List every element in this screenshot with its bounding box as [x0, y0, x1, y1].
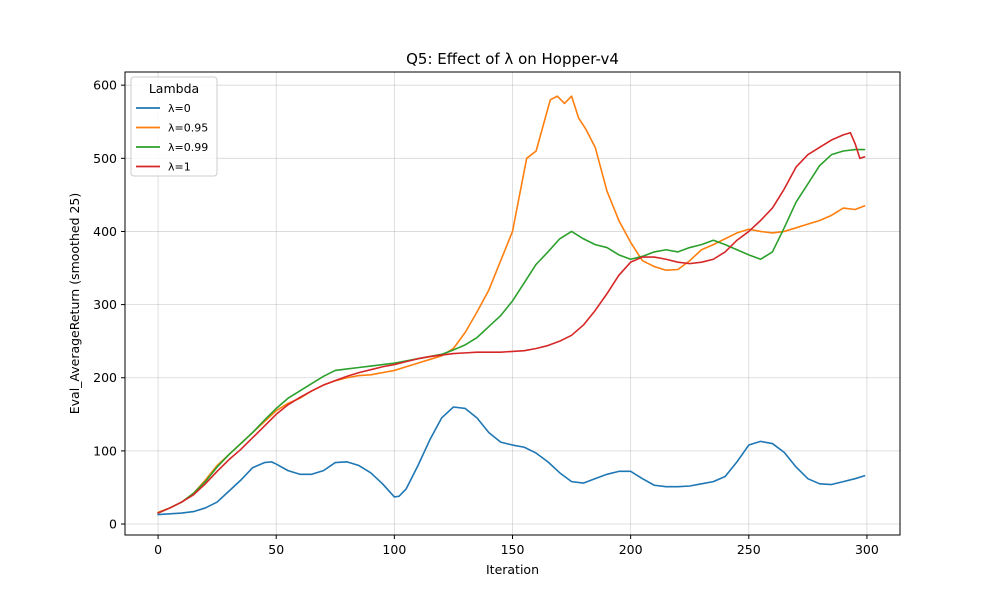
series-line-1 — [157, 95, 866, 514]
legend-title: Lambda — [149, 81, 199, 96]
y-tick-label: 600 — [93, 78, 117, 93]
x-tick-label: 100 — [382, 542, 406, 557]
y-tick-label: 500 — [93, 151, 117, 166]
legend-entries: λ=0 λ=0.95 λ=0.99 λ=1 — [136, 102, 208, 174]
legend-box — [130, 76, 218, 177]
y-tick-label: 0 — [109, 517, 117, 532]
ticks: 0 50 100 150 200 250 300 0 100 200 300 400 500 600 — [93, 78, 879, 557]
x-tick-label: 50 — [268, 542, 284, 557]
x-tick-label: 150 — [501, 542, 525, 557]
series-lines — [157, 95, 866, 516]
x-tick-label: 0 — [154, 542, 162, 557]
legend: Lambda λ=0 λ=0.95 λ=0.99 λ=1 — [130, 76, 218, 177]
x-axis-label: Iteration — [486, 562, 539, 577]
legend-label-1: λ=0.95 — [168, 122, 208, 135]
y-tick-label: 400 — [93, 224, 117, 239]
y-tick-label: 100 — [93, 443, 117, 458]
grid — [125, 72, 900, 535]
legend-label-2: λ=0.99 — [168, 141, 208, 154]
series-line-3 — [157, 131, 866, 514]
x-tick-label: 300 — [855, 542, 879, 557]
y-tick-label: 300 — [93, 297, 117, 312]
chart-title: Q5: Effect of λ on Hopper-v4 — [406, 50, 619, 68]
y-axis-label: Eval_AverageReturn (smoothed 25) — [67, 193, 82, 415]
legend-label-0: λ=0 — [168, 102, 191, 115]
x-tick-label: 200 — [619, 542, 643, 557]
legend-label-3: λ=1 — [168, 161, 191, 174]
y-tick-label: 200 — [93, 370, 117, 385]
series-line-2 — [157, 148, 866, 514]
series-line-0 — [157, 406, 866, 516]
x-tick-label: 250 — [737, 542, 761, 557]
